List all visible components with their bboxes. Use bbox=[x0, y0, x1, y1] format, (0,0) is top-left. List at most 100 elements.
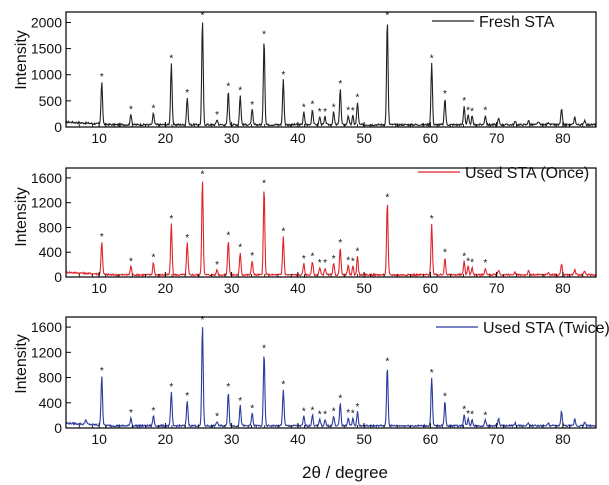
peak-marker: * bbox=[201, 170, 205, 181]
peak-marker: * bbox=[332, 407, 336, 418]
peak-marker: * bbox=[483, 106, 487, 117]
peak-marker: * bbox=[169, 53, 173, 64]
y-tick-label: 0 bbox=[54, 420, 62, 436]
peak-marker: * bbox=[215, 412, 219, 423]
peak-marker: * bbox=[281, 227, 285, 238]
y-tick-label: 0 bbox=[54, 269, 62, 285]
x-tick-label: 30 bbox=[224, 280, 240, 296]
peak-marker: * bbox=[323, 410, 327, 421]
peak-marker: * bbox=[443, 391, 447, 402]
peak-marker: * bbox=[462, 251, 466, 262]
y-tick-label: 1200 bbox=[31, 344, 62, 360]
x-tick-label: 10 bbox=[91, 280, 107, 296]
peak-marker: * bbox=[215, 110, 219, 121]
peak-marker: * bbox=[470, 107, 474, 118]
y-tick-label: 400 bbox=[39, 395, 63, 411]
peak-marker: * bbox=[129, 408, 133, 419]
peak-marker: * bbox=[169, 382, 173, 393]
peak-marker: * bbox=[318, 258, 322, 269]
peak-marker: * bbox=[151, 406, 155, 417]
y-tick-label: 1500 bbox=[31, 41, 62, 57]
peak-marker: * bbox=[185, 391, 189, 402]
peak-marker: * bbox=[443, 248, 447, 259]
peak-marker: * bbox=[151, 104, 155, 115]
peak-marker: * bbox=[356, 402, 360, 413]
peak-marker: * bbox=[262, 343, 266, 354]
peak-marker: * bbox=[323, 107, 327, 118]
peak-marker: * bbox=[262, 178, 266, 189]
peak-marker: * bbox=[351, 106, 355, 117]
x-tick-label: 70 bbox=[489, 431, 505, 447]
peak-marker-layer: **************************** bbox=[100, 10, 488, 120]
peak-marker: * bbox=[385, 193, 389, 204]
y-tick-label: 500 bbox=[39, 93, 63, 109]
y-tick-label: 1000 bbox=[31, 67, 62, 83]
x-tick-label: 40 bbox=[290, 280, 306, 296]
peak-marker: * bbox=[226, 82, 230, 93]
x-tick-label: 20 bbox=[158, 280, 174, 296]
peak-marker: * bbox=[385, 357, 389, 368]
y-tick-label: 2000 bbox=[31, 14, 62, 30]
peak-marker: * bbox=[100, 72, 104, 83]
peak-marker: * bbox=[462, 96, 466, 107]
peak-marker: * bbox=[470, 258, 474, 269]
legend-label: Used STA (Once) bbox=[465, 165, 589, 182]
peak-marker-layer: **************************** bbox=[100, 170, 488, 271]
x-axis-label: 2θ / degree bbox=[302, 463, 388, 482]
peak-marker: * bbox=[100, 366, 104, 377]
peak-marker: * bbox=[185, 233, 189, 244]
peak-marker: * bbox=[443, 89, 447, 100]
x-tick-label: 40 bbox=[290, 130, 306, 146]
peak-marker: * bbox=[310, 99, 314, 110]
x-tick-label: 50 bbox=[356, 130, 372, 146]
peak-marker: * bbox=[215, 260, 219, 271]
x-tick-label: 80 bbox=[555, 280, 571, 296]
peak-marker: * bbox=[462, 405, 466, 416]
x-tick-label: 40 bbox=[290, 431, 306, 447]
peak-marker: * bbox=[302, 407, 306, 418]
peak-marker: * bbox=[238, 86, 242, 97]
tick-layer: 10 20 30 40 50 60 70 80 0 500 1000 1500 2000 bbox=[31, 14, 597, 146]
panel-used-sta-once: ** *********** ** * *** ***** * * * * 10 20 30 40 50 6… bbox=[13, 165, 597, 296]
peak-marker: * bbox=[250, 100, 254, 111]
peak-marker-layer: **************************** bbox=[100, 315, 488, 422]
peak-marker: * bbox=[129, 105, 133, 116]
peak-marker: * bbox=[356, 246, 360, 257]
x-tick-label: 80 bbox=[555, 130, 571, 146]
legend: Used STA (Twice) bbox=[436, 320, 609, 337]
y-tick-label: 400 bbox=[39, 244, 63, 260]
x-tick-label: 30 bbox=[224, 431, 240, 447]
x-tick-label: 30 bbox=[224, 130, 240, 146]
peak-marker: * bbox=[351, 256, 355, 267]
x-tick-label: 50 bbox=[356, 431, 372, 447]
peak-marker: * bbox=[385, 10, 389, 21]
peak-marker: * bbox=[430, 214, 434, 225]
x-tick-label: 50 bbox=[356, 280, 372, 296]
x-tick-label: 10 bbox=[91, 431, 107, 447]
peak-marker: * bbox=[323, 258, 327, 269]
peak-marker: * bbox=[338, 238, 342, 249]
peak-marker: * bbox=[226, 230, 230, 241]
x-tick-label: 20 bbox=[158, 431, 174, 447]
legend: Fresh STA bbox=[432, 14, 555, 31]
y-tick-label: 1600 bbox=[31, 170, 62, 186]
x-tick-label: 60 bbox=[423, 280, 439, 296]
peak-marker: * bbox=[318, 410, 322, 421]
peak-marker: * bbox=[151, 253, 155, 264]
peak-marker: * bbox=[346, 256, 350, 267]
peak-marker: * bbox=[262, 29, 266, 40]
x-tick-label: 10 bbox=[91, 130, 107, 146]
x-tick-label: 70 bbox=[489, 280, 505, 296]
peak-marker: * bbox=[346, 106, 350, 117]
y-axis-label: Intensity bbox=[13, 334, 30, 394]
peak-marker: * bbox=[356, 93, 360, 104]
peak-marker: * bbox=[483, 258, 487, 269]
legend-label: Used STA (Twice) bbox=[483, 320, 609, 337]
y-tick-label: 1200 bbox=[31, 195, 62, 211]
peak-marker: * bbox=[346, 408, 350, 419]
peak-marker: * bbox=[430, 53, 434, 64]
x-tick-label: 60 bbox=[423, 130, 439, 146]
